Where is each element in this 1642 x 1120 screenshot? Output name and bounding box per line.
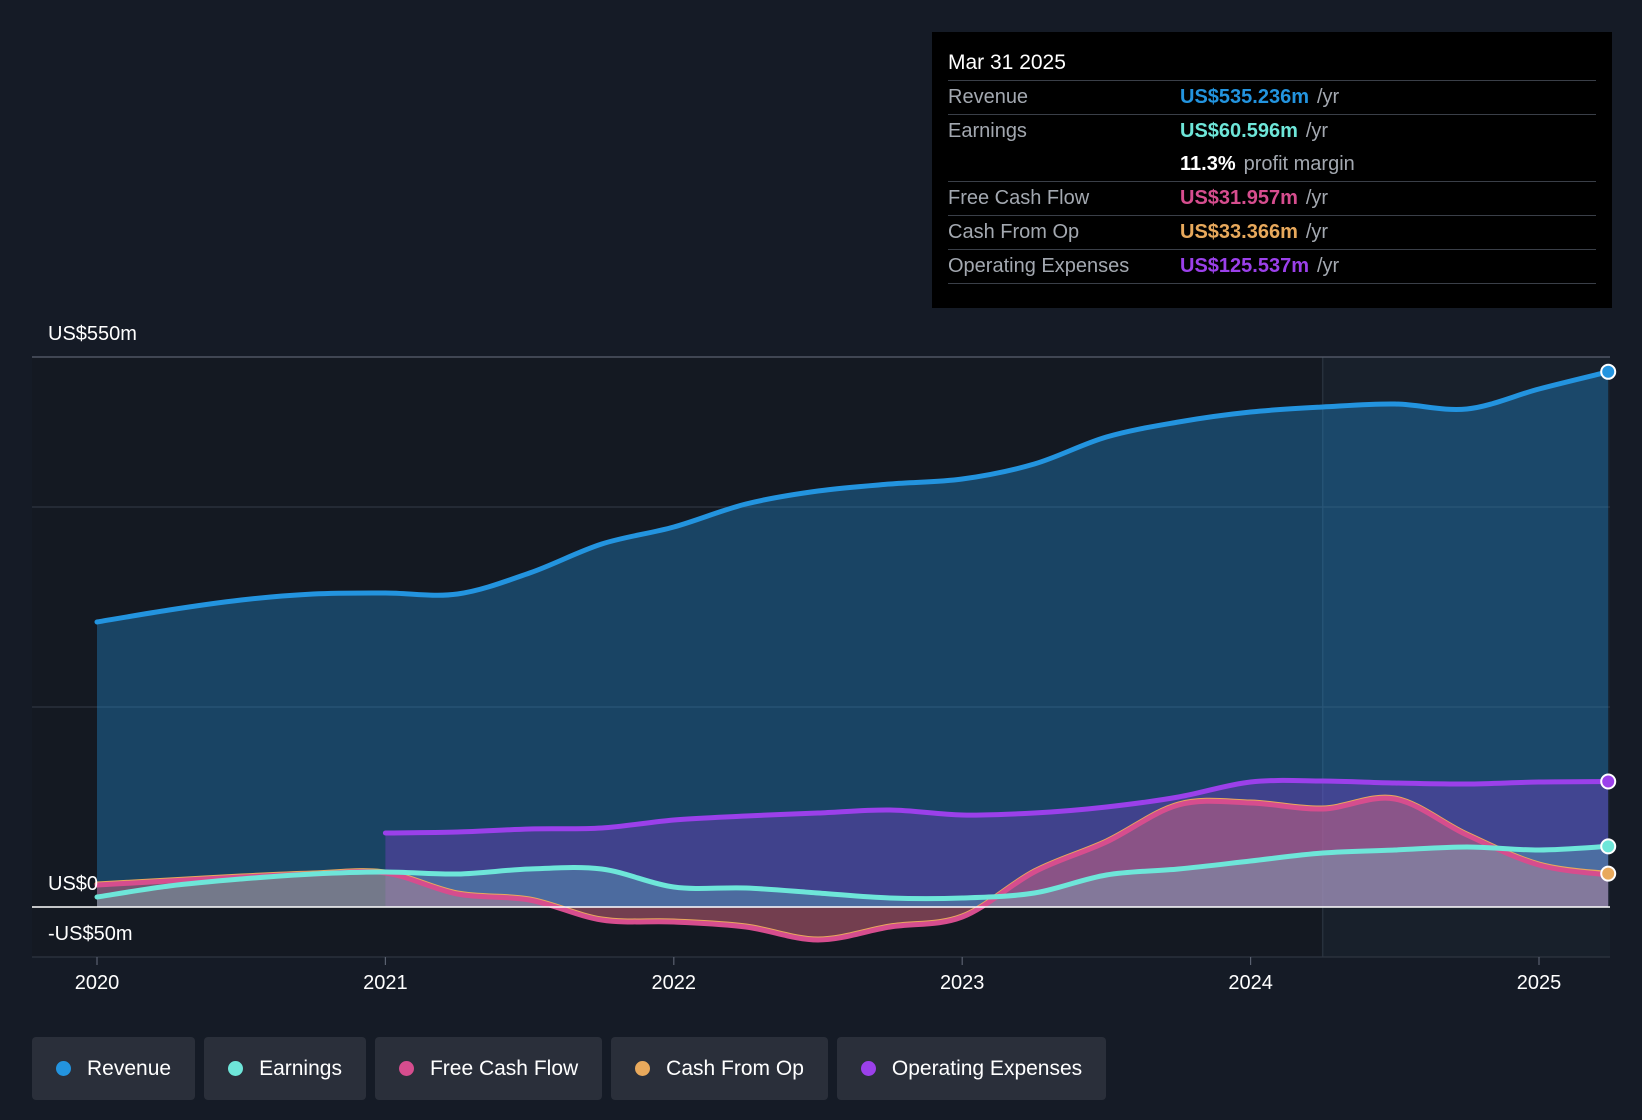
tooltip-row-revenue: Revenue US$535.236m /yr <box>948 81 1596 115</box>
tooltip-label: Earnings <box>948 120 1027 142</box>
tooltip-value: US$33.366m <box>1180 221 1298 243</box>
legend-item-cash-from-op[interactable]: Cash From Op <box>611 1037 828 1100</box>
tooltip-value: US$535.236m <box>1180 86 1309 108</box>
line-revenue <box>94 369 1611 625</box>
tooltip-unit: /yr <box>1316 255 1340 277</box>
tooltip-label: Cash From Op <box>948 221 1080 243</box>
gridlines <box>32 356 1610 958</box>
end-marker-earnings <box>1600 838 1617 855</box>
end-marker-operating-expenses <box>1600 773 1617 790</box>
tooltip-date: Mar 31 2025 <box>948 46 1596 81</box>
highlight-region <box>1322 357 1610 957</box>
tooltip-unit: /yr <box>1305 120 1329 142</box>
tooltip-label <box>948 148 1180 181</box>
x-tick-label: 2020 <box>75 972 120 994</box>
area-earnings <box>97 846 1609 907</box>
legend-dot-icon <box>860 1061 876 1076</box>
legend-item-earnings[interactable]: Earnings <box>204 1037 366 1100</box>
tooltip-value: US$31.957m <box>1180 187 1298 209</box>
legend-label: Revenue <box>87 1056 172 1080</box>
tooltip-unit: /yr <box>1305 221 1329 243</box>
y-min-label: -US$50m <box>48 923 132 945</box>
legend-item-revenue[interactable]: Revenue <box>32 1037 196 1100</box>
y-max-label: US$550m <box>48 323 137 345</box>
legend-label: Cash From Op <box>666 1056 804 1080</box>
tooltip-panel: Mar 31 2025 Revenue US$535.236m /yr Earn… <box>932 32 1612 308</box>
legend-item-free-cash-flow[interactable]: Free Cash Flow <box>374 1037 603 1100</box>
end-marker-revenue <box>1600 363 1617 380</box>
legend-item-operating-expenses[interactable]: Operating Expenses <box>836 1037 1107 1100</box>
legend-label: Earnings <box>259 1056 342 1080</box>
legend-dot-icon <box>635 1061 651 1076</box>
tooltip-unit: /yr <box>1305 187 1329 209</box>
tooltip-value: US$125.537m <box>1180 255 1309 277</box>
area-free-cash-flow <box>97 798 1609 940</box>
series-lines <box>32 369 1611 943</box>
y-zero-label: US$0 <box>48 873 98 895</box>
tooltip-label: Operating Expenses <box>948 255 1130 277</box>
end-marker-cash-from-op <box>1600 865 1617 882</box>
x-tick-label: 2023 <box>940 972 985 994</box>
tooltip-label: Revenue <box>948 86 1029 108</box>
line-earnings <box>94 843 1611 902</box>
plot-background <box>32 357 1610 957</box>
area-operating-expenses <box>385 780 1609 907</box>
x-tick-label: 2025 <box>1517 972 1562 994</box>
legend-label: Operating Expenses <box>891 1056 1083 1080</box>
legend-dot-icon <box>398 1061 414 1076</box>
tooltip-unit: /yr <box>1316 86 1340 108</box>
area-cash-from-op <box>97 797 1609 939</box>
x-tick-label: 2022 <box>652 972 697 994</box>
area-revenue <box>97 371 1609 907</box>
tooltip-row-cash-from-op: Cash From Op US$33.366m /yr <box>948 216 1596 250</box>
tooltip-row-earnings: Earnings US$60.596m /yr <box>948 115 1596 148</box>
legend-label: Free Cash Flow <box>429 1056 579 1080</box>
tooltip-value: 11.3% <box>1180 153 1236 175</box>
tooltip-value: US$60.596m <box>1180 120 1298 142</box>
x-tick-label: 2021 <box>363 972 408 994</box>
tooltip-label: Free Cash Flow <box>948 187 1090 209</box>
tooltip-row-operating-expenses: Operating Expenses US$125.537m /yr <box>948 250 1596 284</box>
legend: Revenue Earnings Free Cash Flow Cash Fro… <box>32 1037 1107 1100</box>
line-operating-expenses <box>382 777 1611 836</box>
tooltip-row-profit-margin: 11.3% profit margin <box>948 148 1596 182</box>
series-areas <box>97 371 1609 940</box>
legend-dot-icon <box>228 1061 244 1076</box>
x-axis-ticks: 2020 2021 2022 2023 2024 2025 <box>75 957 1562 994</box>
series-end-markers <box>1600 363 1617 882</box>
tooltip-unit: profit margin <box>1243 153 1355 175</box>
tooltip-row-free-cash-flow: Free Cash Flow US$31.957m /yr <box>948 182 1596 216</box>
x-tick-label: 2024 <box>1228 972 1273 994</box>
legend-dot-icon <box>56 1061 71 1076</box>
